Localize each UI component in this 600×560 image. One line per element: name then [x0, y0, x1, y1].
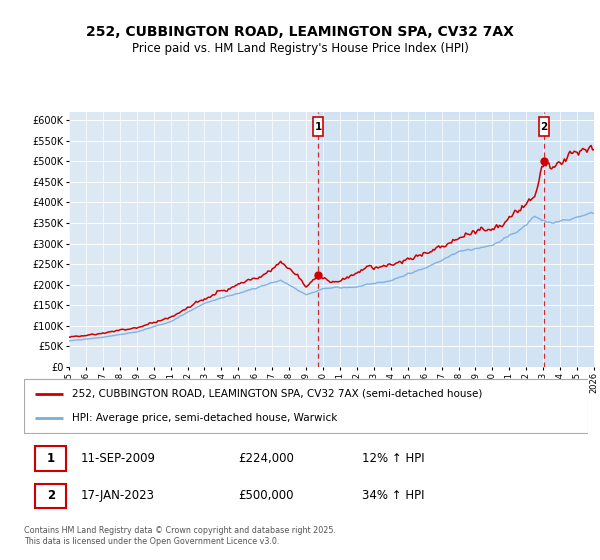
- Text: £224,000: £224,000: [238, 452, 294, 465]
- Text: 1: 1: [47, 452, 55, 465]
- Text: 252, CUBBINGTON ROAD, LEAMINGTON SPA, CV32 7AX (semi-detached house): 252, CUBBINGTON ROAD, LEAMINGTON SPA, CV…: [72, 389, 482, 399]
- Text: HPI: Average price, semi-detached house, Warwick: HPI: Average price, semi-detached house,…: [72, 413, 337, 423]
- Text: 11-SEP-2009: 11-SEP-2009: [80, 452, 155, 465]
- Text: 17-JAN-2023: 17-JAN-2023: [80, 489, 154, 502]
- Text: 34% ↑ HPI: 34% ↑ HPI: [362, 489, 425, 502]
- Text: £500,000: £500,000: [238, 489, 294, 502]
- FancyBboxPatch shape: [539, 117, 548, 136]
- Text: 1: 1: [314, 122, 322, 132]
- Text: Contains HM Land Registry data © Crown copyright and database right 2025.
This d: Contains HM Land Registry data © Crown c…: [24, 526, 336, 546]
- Text: 2: 2: [47, 489, 55, 502]
- Text: 2: 2: [541, 122, 548, 132]
- FancyBboxPatch shape: [35, 484, 66, 508]
- Text: 12% ↑ HPI: 12% ↑ HPI: [362, 452, 425, 465]
- FancyBboxPatch shape: [313, 117, 323, 136]
- Bar: [318, 112, 594, 367]
- FancyBboxPatch shape: [24, 379, 588, 433]
- FancyBboxPatch shape: [35, 446, 66, 470]
- Text: Price paid vs. HM Land Registry's House Price Index (HPI): Price paid vs. HM Land Registry's House …: [131, 42, 469, 55]
- Text: 252, CUBBINGTON ROAD, LEAMINGTON SPA, CV32 7AX: 252, CUBBINGTON ROAD, LEAMINGTON SPA, CV…: [86, 25, 514, 39]
